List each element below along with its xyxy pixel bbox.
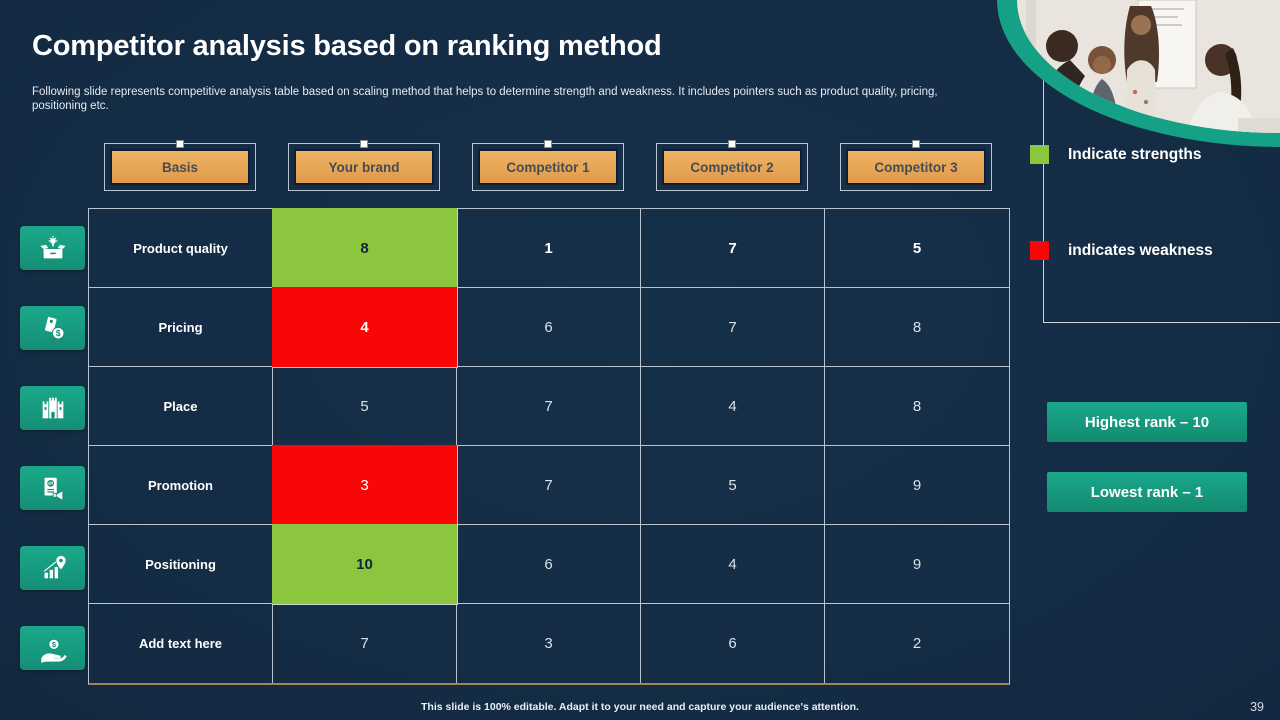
row-label-promotion[interactable]: Promotion bbox=[89, 446, 273, 525]
cell-place-col3[interactable]: 4 bbox=[641, 367, 825, 446]
cell-positioning-col3[interactable]: 4 bbox=[641, 525, 825, 604]
cell-positioning-col4[interactable]: 9 bbox=[825, 525, 1009, 604]
header-chip-your-brand[interactable]: Your brand bbox=[288, 140, 440, 191]
pricing-tile[interactable]: $ bbox=[20, 306, 85, 350]
cell-promotion-col3[interactable]: 5 bbox=[641, 446, 825, 525]
add-text-tile[interactable]: $ bbox=[20, 626, 85, 670]
row-label-place[interactable]: Place bbox=[89, 367, 273, 446]
cell-place-col2[interactable]: 7 bbox=[457, 367, 641, 446]
footer-note: This slide is 100% editable. Adapt it to… bbox=[421, 701, 859, 713]
ranking-table: Product quality 8 1 7 5 Pricing 4 6 7 8 Place 5 7 4 8 P… bbox=[88, 208, 1010, 685]
cell-pricing-col1[interactable]: 4 bbox=[272, 287, 458, 368]
weakness-color-swatch[interactable] bbox=[1030, 241, 1049, 260]
pricing-icon: $ bbox=[44, 316, 64, 340]
team-photo bbox=[997, 0, 1280, 147]
cell-place-col1[interactable]: 5 bbox=[273, 367, 457, 446]
cell-add-text-here-col4[interactable]: 2 bbox=[912, 635, 922, 652]
header-chip-competitor-1[interactable]: Competitor 1 bbox=[472, 140, 624, 191]
cell-promotion-col4[interactable]: 9 bbox=[825, 446, 1009, 525]
strength-color-swatch[interactable] bbox=[1030, 145, 1049, 164]
cell-pricing-col3[interactable]: 7 bbox=[641, 288, 825, 367]
header-competitor-3-button[interactable]: Competitor 3 bbox=[846, 149, 986, 185]
cell-promotion-col2[interactable]: 7 bbox=[457, 446, 641, 525]
cell-place-col4[interactable]: 8 bbox=[825, 367, 1009, 446]
cell-pricing-col2[interactable]: 6 bbox=[457, 288, 641, 367]
header-chip-basis[interactable]: Basis bbox=[104, 140, 256, 191]
page-number: 39 bbox=[1250, 700, 1264, 714]
page-title: Competitor analysis based on ranking met… bbox=[32, 30, 662, 62]
cell-add-text-here-col3[interactable]: 6 bbox=[641, 604, 825, 683]
cell-pricing-col4[interactable]: 8 bbox=[825, 288, 1009, 367]
svg-text:$: $ bbox=[55, 328, 60, 338]
lowest-rank-button[interactable]: Lowest rank – 1 bbox=[1047, 472, 1247, 512]
cell-promotion-col1[interactable]: 3 bbox=[272, 445, 458, 526]
cell-product-quality-col3[interactable]: 7 bbox=[641, 209, 825, 288]
cell-add-text-here-col1[interactable]: 7 bbox=[273, 604, 457, 683]
positioning-icon bbox=[43, 555, 66, 579]
weakness-label: indicates weakness bbox=[1068, 241, 1213, 259]
legend-item-strength: Indicate strengths bbox=[1030, 145, 1202, 164]
selection-handle[interactable] bbox=[728, 140, 736, 148]
product-quality-tile[interactable] bbox=[20, 226, 85, 270]
legend-item-weakness: indicates weakness bbox=[1030, 241, 1213, 260]
product-quality-icon bbox=[39, 236, 66, 259]
row-label-positioning[interactable]: Positioning bbox=[89, 525, 273, 604]
place-icon bbox=[42, 397, 63, 419]
header-your-brand-button[interactable]: Your brand bbox=[294, 149, 434, 185]
header-basis-button[interactable]: Basis bbox=[110, 149, 250, 185]
table-header-row: Basis Your brand Competitor 1 Competitor… bbox=[88, 140, 1008, 191]
positioning-tile[interactable] bbox=[20, 546, 85, 590]
cell-positioning-col2[interactable]: 6 bbox=[457, 525, 641, 604]
svg-text:$: $ bbox=[51, 640, 56, 649]
header-chip-competitor-2[interactable]: Competitor 2 bbox=[656, 140, 808, 191]
page-subtitle: Following slide represents competitive a… bbox=[32, 86, 938, 112]
promotion-tile[interactable]: $ bbox=[20, 466, 85, 510]
header-chip-competitor-3[interactable]: Competitor 3 bbox=[840, 140, 992, 191]
cell-product-quality-col4[interactable]: 5 bbox=[825, 209, 1009, 288]
row-label-pricing[interactable]: Pricing bbox=[89, 288, 273, 367]
place-tile[interactable] bbox=[20, 386, 85, 430]
hand-money-icon: $ bbox=[40, 638, 67, 663]
selection-handle[interactable] bbox=[360, 140, 368, 148]
svg-text:$: $ bbox=[48, 480, 52, 487]
cell-product-quality-col2[interactable]: 1 bbox=[457, 209, 641, 288]
header-competitor-1-button[interactable]: Competitor 1 bbox=[478, 149, 618, 185]
header-competitor-2-button[interactable]: Competitor 2 bbox=[662, 149, 802, 185]
selection-handle[interactable] bbox=[912, 140, 920, 148]
strength-label: Indicate strengths bbox=[1068, 145, 1202, 163]
cell-positioning-col1[interactable]: 10 bbox=[272, 524, 458, 605]
selection-handle[interactable] bbox=[544, 140, 552, 148]
cell-add-text-here-col2[interactable]: 3 bbox=[457, 604, 641, 683]
selection-handle[interactable] bbox=[176, 140, 184, 148]
highest-rank-button[interactable]: Highest rank – 10 bbox=[1047, 402, 1247, 442]
promotion-icon: $ bbox=[44, 477, 63, 502]
row-label-add-text-here[interactable]: Add text here bbox=[89, 604, 273, 683]
row-label-product-quality[interactable]: Product quality bbox=[89, 209, 273, 288]
cell-product-quality-col1[interactable]: 8 bbox=[272, 208, 458, 289]
